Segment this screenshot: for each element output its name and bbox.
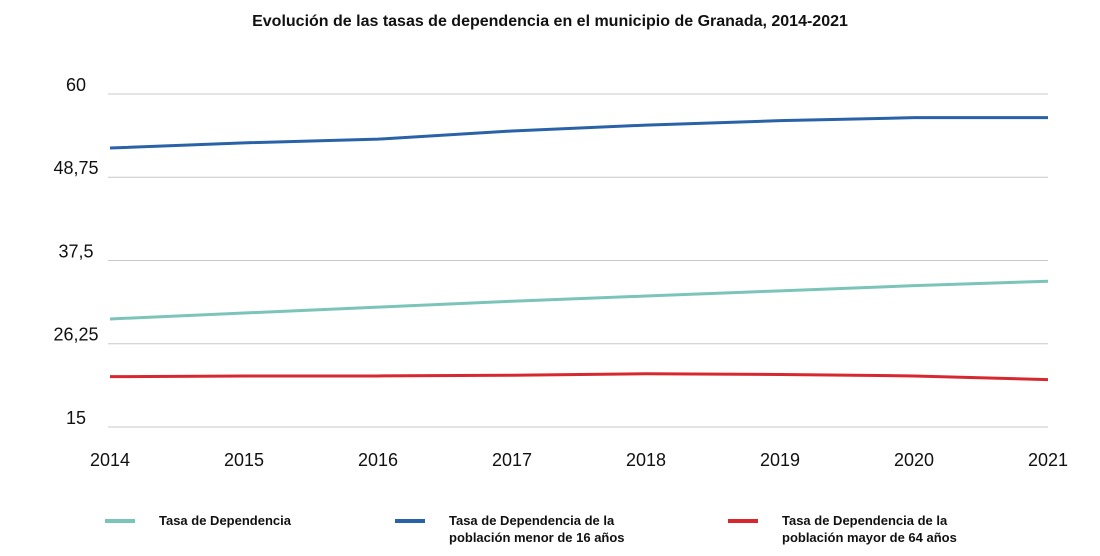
legend-item: Tasa de Dependencia de la población mayo… [728,512,1012,546]
x-tick-label: 2014 [90,450,130,470]
legend-label: Tasa de Dependencia de la población meno… [449,513,625,545]
legend-label: Tasa de Dependencia de la población mayo… [782,513,957,545]
chart-title: Evolución de las tasas de dependencia en… [252,13,848,30]
y-tick-label: 60 [66,75,86,95]
x-tick-label: 2016 [358,450,398,470]
chart: Evolución de las tasas de dependencia en… [53,13,1068,470]
series-line [109,279,1049,321]
legend-swatch [395,519,425,523]
x-tick-label: 2019 [760,450,800,470]
x-tick-label: 2018 [626,450,666,470]
legend-swatch [728,519,758,523]
legend-item: Tasa de Dependencia de la población meno… [395,512,679,546]
y-tick-label: 26,25 [53,325,98,345]
series-line [109,372,1049,382]
x-tick-label: 2017 [492,450,532,470]
y-tick-label: 37,5 [58,241,93,261]
x-tick-label: 2020 [894,450,934,470]
x-tick-label: 2021 [1028,450,1068,470]
y-tick-label: 15 [66,408,86,428]
y-tick-label: 48,75 [53,158,98,178]
x-tick-label: 2015 [224,450,264,470]
series-line [109,116,1048,150]
legend-item: Tasa de Dependencia [105,512,359,529]
legend-swatch [105,519,135,523]
legend-label: Tasa de Dependencia [159,513,291,528]
